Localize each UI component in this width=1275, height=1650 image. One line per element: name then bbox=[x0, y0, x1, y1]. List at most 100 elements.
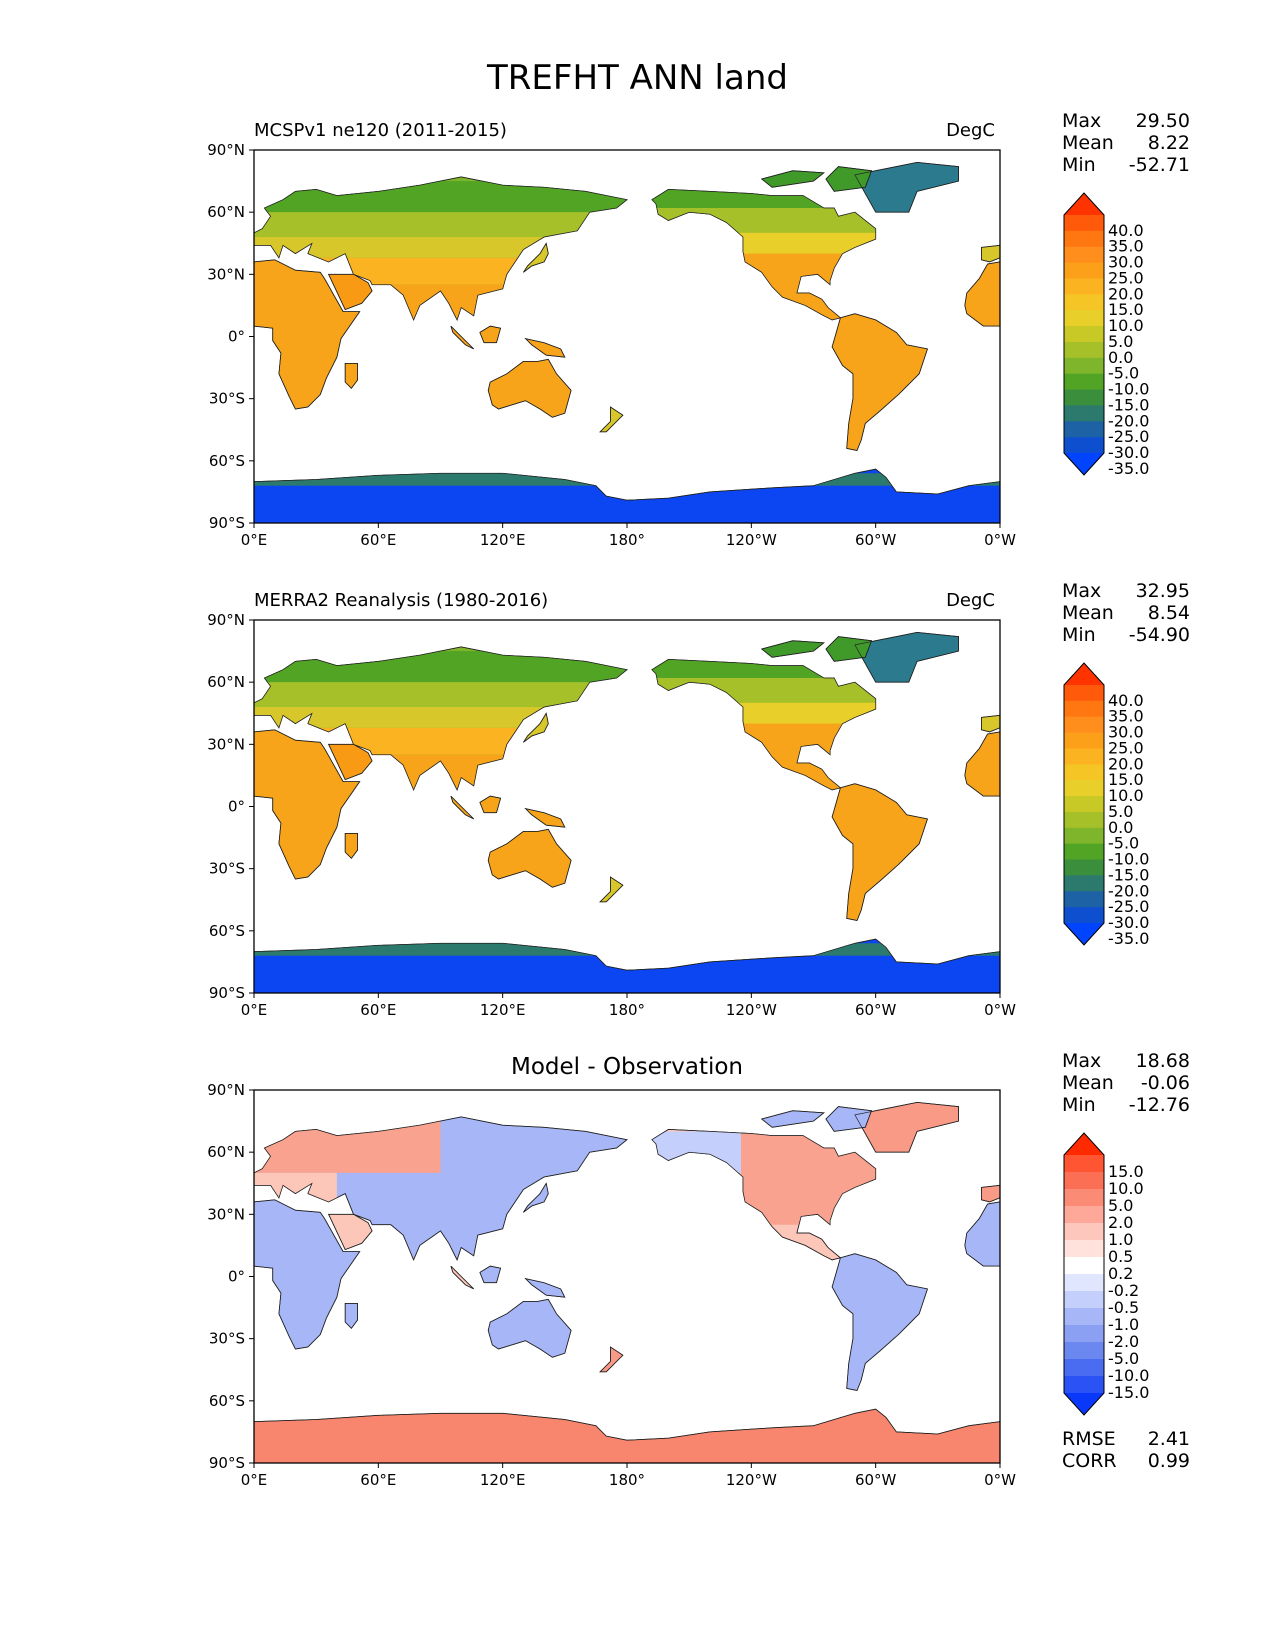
map-plot: 0°E 60°E 120°E 180° 120°W 60°W 0°W 90°N 60°N 30°N… bbox=[207, 1081, 1016, 1489]
stat-label: Max bbox=[1062, 1050, 1102, 1072]
coastline bbox=[487, 358, 572, 418]
colorbar-swatch bbox=[1064, 907, 1104, 924]
coastline bbox=[254, 468, 1000, 523]
x-tick-label: 60°E bbox=[360, 1471, 396, 1489]
y-tick-label: 90°N bbox=[207, 1081, 245, 1099]
x-tick-label: 60°W bbox=[855, 1001, 897, 1019]
coastline bbox=[487, 1298, 572, 1358]
land-antarctica bbox=[254, 1408, 1000, 1463]
colorbar-label: 0.0 bbox=[1108, 818, 1133, 837]
temperature-band bbox=[254, 212, 627, 238]
land-samerica bbox=[831, 783, 929, 921]
colorbar-extend-bottom bbox=[1064, 453, 1104, 475]
colorbar-label: -15.0 bbox=[1108, 865, 1149, 884]
land-madagascar bbox=[344, 363, 358, 389]
colorbar-extend-top bbox=[1064, 663, 1104, 685]
colorbar-label: 35.0 bbox=[1108, 707, 1144, 726]
difference-patch bbox=[651, 1131, 741, 1173]
coastline bbox=[964, 731, 1000, 797]
land-arctic1 bbox=[760, 640, 825, 658]
coastline bbox=[854, 162, 959, 213]
colorbar-label: 15.0 bbox=[1108, 770, 1144, 789]
panel-model: MCSPv1 ne120 (2011-2015) DegC Max 29.50 M… bbox=[0, 110, 1275, 560]
coastline bbox=[981, 244, 1000, 263]
colorbar-label: -20.0 bbox=[1108, 411, 1149, 430]
coastline bbox=[825, 1106, 872, 1132]
coastline bbox=[523, 712, 549, 743]
temperature-band bbox=[254, 682, 627, 708]
coastline bbox=[831, 783, 928, 921]
x-tick-label: 60°E bbox=[360, 1001, 396, 1019]
stats-box: Max 18.68 Mean -0.06 Min -12.76 bbox=[1062, 1050, 1190, 1116]
colorbar-swatch bbox=[1064, 294, 1104, 311]
y-tick-label: 90°S bbox=[209, 514, 245, 532]
coastline bbox=[524, 808, 566, 828]
coastline bbox=[524, 338, 566, 358]
stats-box: Max 32.95 Mean 8.54 Min -54.90 bbox=[1062, 580, 1190, 646]
colorbar-label: 40.0 bbox=[1108, 221, 1144, 240]
y-tick-label: 30°N bbox=[207, 1205, 245, 1223]
colorbar-swatch bbox=[1064, 437, 1104, 454]
colorbar-label: 10.0 bbox=[1108, 786, 1144, 805]
coastline bbox=[523, 1182, 549, 1213]
colorbar-swatch bbox=[1064, 827, 1104, 845]
colorbar-label: 0.0 bbox=[1108, 348, 1133, 367]
colorbar-label: 15.0 bbox=[1108, 300, 1144, 319]
colorbar-extend-top bbox=[1064, 193, 1104, 215]
coastline bbox=[599, 406, 624, 433]
coastline bbox=[981, 1184, 1000, 1203]
colorbar-swatch bbox=[1064, 326, 1104, 343]
colorbar-label: -5.0 bbox=[1108, 1349, 1139, 1368]
colorbar-label: 0.2 bbox=[1108, 1264, 1133, 1283]
stat-label: Mean bbox=[1062, 132, 1114, 154]
y-tick-label: 60°N bbox=[207, 673, 245, 691]
stat-value: 8.54 bbox=[1147, 602, 1190, 624]
colorbar-label: -35.0 bbox=[1108, 929, 1149, 948]
x-tick-label: 120°W bbox=[726, 531, 777, 549]
stat-label: Mean bbox=[1062, 1072, 1114, 1094]
stat-max: Max 29.50 bbox=[1062, 110, 1190, 132]
difference-patch bbox=[740, 1131, 876, 1225]
stat-value: 18.68 bbox=[1135, 1050, 1190, 1072]
colorbar-swatch bbox=[1064, 310, 1104, 327]
stat-max: Max 18.68 bbox=[1062, 1050, 1190, 1072]
coastline bbox=[825, 166, 872, 192]
coastline bbox=[344, 363, 358, 389]
x-tick-label: 0°W bbox=[984, 1001, 1016, 1019]
coastline bbox=[254, 259, 361, 410]
colorbar-label: -5.0 bbox=[1108, 834, 1139, 853]
panel-left-title: MCSPv1 ne120 (2011-2015) bbox=[254, 120, 507, 141]
colorbar-swatch bbox=[1064, 811, 1104, 829]
coastline bbox=[344, 1303, 358, 1329]
coastline bbox=[831, 1253, 928, 1391]
metric-value: 0.99 bbox=[1147, 1450, 1190, 1472]
y-tick-label: 0° bbox=[228, 1268, 245, 1286]
coastline bbox=[825, 636, 872, 662]
stat-value: -54.90 bbox=[1128, 624, 1190, 646]
colorbar-swatch bbox=[1064, 891, 1104, 908]
stats-box: Max 29.50 Mean 8.22 Min -52.71 bbox=[1062, 110, 1190, 176]
colorbar-extend-bottom bbox=[1064, 1393, 1104, 1415]
stat-value: -12.76 bbox=[1128, 1094, 1190, 1116]
land-greenland bbox=[854, 1101, 959, 1153]
coastline bbox=[487, 828, 572, 888]
coastline bbox=[450, 795, 474, 820]
colorbar-label: 15.0 bbox=[1108, 1162, 1144, 1181]
colorbar-swatch bbox=[1064, 1376, 1104, 1394]
stat-label: Min bbox=[1062, 624, 1096, 646]
colorbar-outline bbox=[1063, 662, 1105, 946]
colorbar: 40.035.030.025.020.015.010.05.00.0-5.0-1… bbox=[1063, 662, 1149, 948]
x-tick-label: 180° bbox=[609, 531, 645, 549]
coastline bbox=[599, 876, 624, 903]
metrics-box: RMSE 2.41 CORR 0.99 bbox=[1062, 1428, 1190, 1472]
colorbar-label: -1.0 bbox=[1108, 1315, 1139, 1334]
stat-value: 8.22 bbox=[1147, 132, 1190, 154]
colorbar-label: -30.0 bbox=[1108, 443, 1149, 462]
land-iberia_r bbox=[981, 714, 1000, 733]
coastline bbox=[479, 1265, 502, 1284]
colorbar-swatch bbox=[1064, 357, 1104, 375]
colorbar-swatch bbox=[1064, 373, 1104, 391]
coastline bbox=[651, 659, 877, 791]
page-title: TREFHT ANN land bbox=[487, 58, 788, 98]
colorbar-swatch bbox=[1064, 1240, 1104, 1258]
